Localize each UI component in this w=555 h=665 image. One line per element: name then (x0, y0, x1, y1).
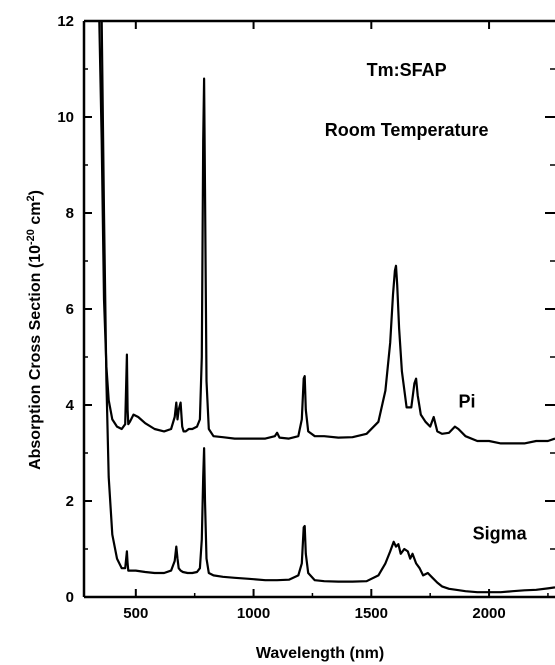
y-tick-label: 12 (57, 13, 74, 30)
y-tick-label: 2 (66, 493, 74, 510)
x-tick-label: 2000 (472, 605, 505, 622)
x-axis: 500 1000 1500 2000 (123, 21, 549, 622)
x-tick-label: 1500 (355, 605, 388, 622)
y-tick-label: 0 (66, 589, 74, 606)
series-lines: Pi Sigma (98, 20, 555, 594)
x-tick-label: 500 (123, 605, 148, 622)
annotation-1: Room Temperature (325, 120, 489, 140)
series-label-pi: Pi (458, 391, 475, 411)
series-line-pi (98, 20, 555, 445)
x-axis-label: Wavelength (nm) (256, 645, 384, 662)
y-axis-label-sup2: 2 (25, 195, 37, 201)
y-axis-label-sup: -20 (25, 229, 37, 245)
y-axis-label-mid: cm (27, 202, 44, 230)
y-tick-label: 6 (66, 301, 74, 318)
y-axis-label-main: Absorption Cross Section (10 (27, 245, 44, 470)
annotations: Tm:SFAP Room Temperature (325, 60, 489, 140)
y-tick-label: 10 (57, 109, 74, 126)
x-tick-label: 1000 (237, 605, 270, 622)
series-label-sigma: Sigma (473, 523, 528, 543)
y-axis-label-end: ) (27, 190, 44, 195)
right-axis-ticks (545, 68, 555, 550)
series-line-sigma (100, 20, 555, 594)
annotation-0: Tm:SFAP (367, 60, 447, 80)
plot-frame (82, 19, 555, 599)
y-tick-label: 4 (66, 397, 75, 414)
y-axis: 0 2 4 6 8 10 12 (57, 13, 92, 606)
y-axis-label: Absorption Cross Section (10-20 cm2) (25, 190, 44, 470)
y-tick-label: 8 (66, 205, 74, 222)
